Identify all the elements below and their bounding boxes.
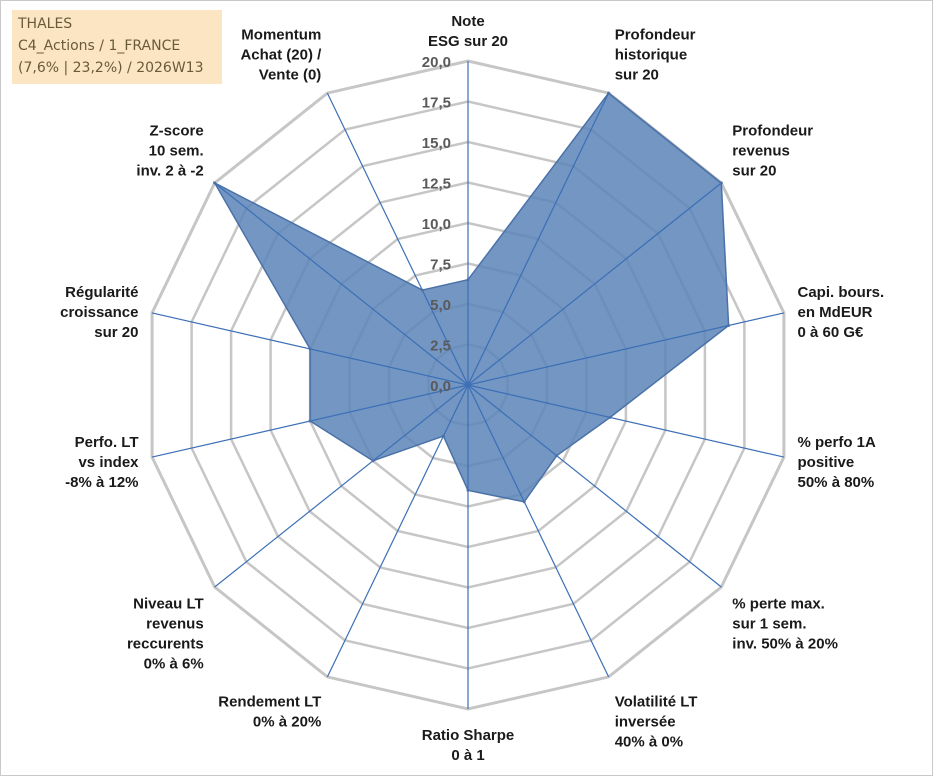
axis-label-line: ESG sur 20	[428, 33, 508, 50]
details-label: (7,6% | 23,2%) / 2026W13	[18, 60, 204, 76]
axis-label-line: positive	[798, 454, 855, 471]
axis-label-line: sur 1 sem.	[732, 616, 806, 633]
axis-spoke	[467, 92, 610, 386]
info-box: THALES C4_Actions / 1_FRANCE (7,6% | 23,…	[12, 10, 222, 84]
axis-label: Momentum Achat (20) / Vente (0)	[240, 27, 322, 84]
axis-label-line: historique	[615, 47, 688, 64]
axis-label: Rendement LT 0% à 20%	[218, 694, 321, 731]
axis-label-line: Régularité	[65, 284, 138, 301]
data-point	[608, 415, 612, 419]
axis-label-line: Volatilité LT	[615, 694, 698, 711]
axis-label: % perfo 1A positive 50% à 80%	[798, 434, 877, 491]
data-point	[466, 488, 470, 492]
axis-label-line: 50% à 80%	[798, 474, 875, 491]
data-series	[212, 92, 730, 503]
tick-label: 17,5	[422, 95, 451, 112]
axis-label-line: Niveau LT	[133, 596, 204, 613]
data-point	[420, 288, 424, 292]
tick-label: 10,0	[422, 216, 451, 233]
axis-spoke	[467, 384, 785, 458]
axis-label-line: sur 20	[732, 162, 776, 179]
axis-spoke	[326, 384, 469, 678]
axis-label-line: 0 à 60 G€	[798, 324, 865, 341]
tick-label: 12,5	[422, 176, 451, 193]
axis-label-line: Ratio Sharpe	[422, 727, 515, 744]
axis-label-line: revenus	[732, 142, 790, 159]
axis-spoke	[467, 384, 610, 678]
axis-spoke	[467, 182, 722, 386]
category-label: C4_Actions / 1_FRANCE	[18, 38, 181, 54]
tick-label: 15,0	[422, 135, 451, 152]
axis-label-line: Momentum	[241, 27, 321, 44]
axis-label-line: Achat (20) /	[240, 47, 322, 64]
axis-label-line: 0% à 20%	[253, 714, 321, 731]
data-point	[308, 347, 312, 351]
axis-label: Profondeur historique sur 20	[615, 27, 696, 84]
tick-label: 7,5	[430, 257, 451, 274]
data-point	[213, 181, 217, 185]
axis-label: Profondeur revenus sur 20	[732, 122, 813, 179]
axis-label-line: croissance	[60, 304, 138, 321]
axis-label-line: -8% à 12%	[65, 474, 138, 491]
axis-label: Perfo. LT vs index -8% à 12%	[65, 434, 139, 491]
axis-label: Régularité croissance sur 20	[60, 284, 138, 341]
axis-label-line: vs index	[78, 454, 139, 471]
axis-label: Ratio Sharpe 0 à 1	[422, 727, 515, 764]
axis-label-line: Z-score	[150, 122, 204, 139]
axis-label-line: Capi. bours.	[798, 284, 885, 301]
axis-label-line: % perfo 1A	[798, 434, 877, 451]
axis-spoke	[214, 182, 469, 386]
axis-label-line: Note	[451, 13, 484, 30]
data-point	[719, 181, 723, 185]
tick-label: 0,0	[430, 378, 451, 395]
axis-label: Capi. bours. en MdEUR 0 à 60 G€	[798, 284, 885, 341]
axis-label-line: Profondeur	[732, 122, 813, 139]
tick-label: 20,0	[422, 54, 451, 71]
axis-spoke	[326, 92, 469, 386]
data-point	[555, 454, 559, 458]
axis-label: % perte max. sur 1 sem. inv. 50% à 20%	[732, 596, 838, 653]
tick-label: 2,5	[430, 338, 451, 355]
axis-label-line: revenus	[146, 616, 204, 633]
axis-label-line: inversée	[615, 714, 676, 731]
data-point	[308, 419, 312, 423]
axis-label-line: Perfo. LT	[75, 434, 139, 451]
axis-label: Note ESG sur 20	[428, 13, 508, 50]
tick-label: 5,0	[430, 297, 451, 314]
axis-label: Z-score 10 sem. inv. 2 à -2	[136, 122, 203, 179]
data-point	[522, 500, 526, 504]
data-point	[727, 324, 731, 327]
data-point	[441, 434, 445, 438]
axis-spoke	[467, 384, 722, 588]
axis-label-line: sur 20	[94, 324, 138, 341]
company-name: THALES	[18, 16, 73, 32]
axis-label-line: 0% à 6%	[144, 656, 204, 673]
axis-label-line: reccurents	[127, 636, 204, 653]
axis-label-line: Profondeur	[615, 27, 696, 44]
data-point	[371, 459, 375, 463]
axis-label-line: en MdEUR	[798, 304, 873, 321]
axis-label-line: 0 à 1	[451, 747, 484, 764]
axis-label-line: inv. 2 à -2	[136, 162, 203, 179]
axis-label-line: Rendement LT	[218, 694, 321, 711]
data-point	[607, 91, 611, 95]
data-point	[466, 278, 470, 282]
axis-label-line: Vente (0)	[259, 67, 322, 84]
axis-label-line: % perte max.	[732, 596, 825, 613]
axis-label-line: inv. 50% à 20%	[732, 636, 838, 653]
axis-label-line: 40% à 0%	[615, 734, 683, 751]
axis-label-line: 10 sem.	[149, 142, 204, 159]
axis-label-line: sur 20	[615, 67, 659, 84]
axis-label: Niveau LT revenus reccurents 0% à 6%	[127, 596, 204, 673]
axis-spoke	[467, 312, 785, 386]
axis-label: Volatilité LT inversée 40% à 0%	[615, 694, 698, 751]
axis-spoke	[214, 384, 469, 588]
